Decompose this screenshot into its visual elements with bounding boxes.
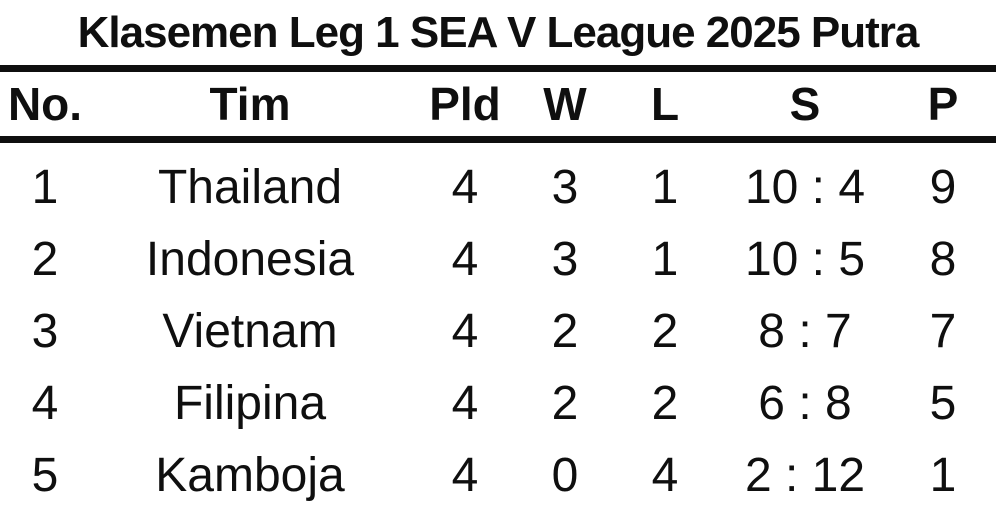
- table-row: 1 Thailand 4 3 1 10 : 4 9: [0, 151, 996, 223]
- cell-rank: 5: [31, 448, 59, 502]
- top-divider: [0, 65, 996, 72]
- column-header-no: No.: [7, 78, 83, 130]
- cell-team: Vietnam: [162, 304, 338, 358]
- cell-sets: 8 : 7: [758, 304, 852, 358]
- cell-points: 9: [929, 160, 957, 214]
- cell-losses: 1: [651, 232, 679, 286]
- cell-team: Filipina: [173, 376, 327, 430]
- cell-rank: 1: [31, 160, 59, 214]
- table-body: 1 Thailand 4 3 1 10 : 4 9 2 Indonesia 4 …: [0, 143, 996, 511]
- header-divider: [0, 136, 996, 143]
- cell-points: 7: [929, 304, 957, 358]
- cell-wins: 2: [551, 376, 579, 430]
- table-row: 2 Indonesia 4 3 1 10 : 5 8: [0, 223, 996, 295]
- page-title: Klasemen Leg 1 SEA V League 2025 Putra: [77, 7, 920, 57]
- column-header-l: L: [650, 78, 680, 130]
- cell-played: 4: [451, 160, 479, 214]
- cell-rank: 3: [31, 304, 59, 358]
- cell-rank: 2: [31, 232, 59, 286]
- cell-team: Thailand: [157, 160, 343, 214]
- column-header-p: P: [927, 78, 959, 130]
- cell-played: 4: [451, 232, 479, 286]
- cell-team: Kamboja: [155, 448, 345, 502]
- cell-losses: 2: [651, 376, 679, 430]
- cell-played: 4: [451, 448, 479, 502]
- cell-played: 4: [451, 376, 479, 430]
- column-header-pld: Pld: [429, 78, 501, 130]
- cell-losses: 4: [651, 448, 679, 502]
- cell-points: 8: [929, 232, 957, 286]
- column-header-tim: Tim: [209, 78, 291, 130]
- cell-points: 5: [929, 376, 957, 430]
- column-header-w: W: [543, 78, 587, 130]
- cell-losses: 1: [651, 160, 679, 214]
- cell-wins: 3: [551, 232, 579, 286]
- cell-wins: 0: [551, 448, 579, 502]
- cell-played: 4: [451, 304, 479, 358]
- cell-sets: 6 : 8: [758, 376, 852, 430]
- cell-team: Indonesia: [145, 232, 355, 286]
- column-header-s: S: [789, 78, 821, 130]
- table-header-row: No. Tim Pld W L S P: [0, 72, 996, 136]
- cell-sets: 2 : 12: [744, 448, 866, 502]
- cell-sets: 10 : 5: [744, 232, 866, 286]
- cell-rank: 4: [31, 376, 59, 430]
- cell-points: 1: [929, 448, 957, 502]
- table-row: 4 Filipina 4 2 2 6 : 8 5: [0, 367, 996, 439]
- cell-losses: 2: [651, 304, 679, 358]
- table-row: 5 Kamboja 4 0 4 2 : 12 1: [0, 439, 996, 511]
- cell-wins: 2: [551, 304, 579, 358]
- table-row: 3 Vietnam 4 2 2 8 : 7 7: [0, 295, 996, 367]
- cell-wins: 3: [551, 160, 579, 214]
- cell-sets: 10 : 4: [744, 160, 866, 214]
